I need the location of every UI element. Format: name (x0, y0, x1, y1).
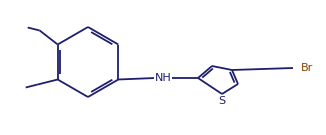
Text: Br: Br (301, 63, 313, 73)
Text: NH: NH (155, 73, 171, 83)
Text: S: S (218, 96, 226, 106)
